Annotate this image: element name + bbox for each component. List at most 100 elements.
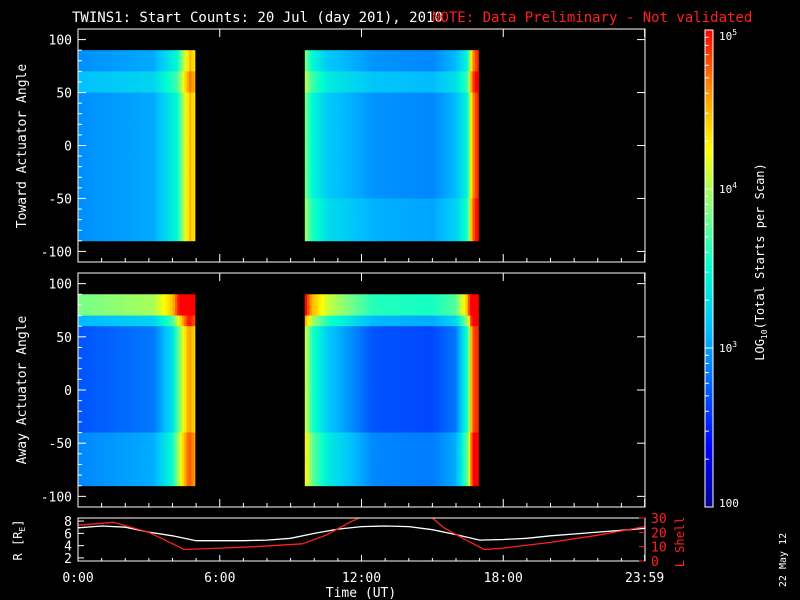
heatmap-cell [439, 92, 443, 104]
heatmap-cell [451, 432, 455, 444]
heatmap-cell [463, 358, 466, 370]
heatmap-cell [389, 347, 393, 359]
heatmap-cell [422, 81, 426, 93]
heatmap-cell [453, 294, 457, 306]
heatmap-cell [184, 113, 188, 125]
heatmap-cell [118, 358, 121, 370]
heatmap-cell [307, 315, 310, 327]
heatmap-cell [153, 177, 157, 189]
heatmap-cell [406, 432, 410, 444]
heatmap-cell [387, 81, 391, 93]
heatmap-cell [137, 71, 140, 83]
heatmap-cell [347, 81, 351, 93]
heatmap-cell [463, 92, 466, 104]
heatmap-cell [387, 432, 391, 444]
heatmap-cell [394, 50, 398, 62]
heatmap-cell [352, 315, 355, 327]
heatmap-cell [144, 81, 147, 93]
heatmap-cell [434, 294, 438, 306]
heatmap-cell [347, 379, 351, 391]
heatmap-cell [370, 166, 374, 178]
heatmap-cell [460, 219, 464, 231]
heatmap-cell [368, 177, 372, 189]
heatmap-cell [337, 187, 341, 199]
heatmap-cell [118, 177, 121, 189]
heatmap-cell [122, 304, 126, 316]
heatmap-cell [85, 187, 88, 199]
heatmap-cell [347, 187, 351, 199]
heatmap-cell [333, 453, 336, 465]
heatmap-cell [392, 219, 395, 231]
colorbar-tick-label: 105 [719, 28, 737, 43]
heatmap-cell [186, 379, 190, 391]
heatmap-cell [394, 368, 398, 380]
heatmap-cell [330, 60, 334, 72]
heatmap-cell [427, 209, 431, 221]
heatmap-cell [326, 81, 329, 93]
heatmap-cell [335, 336, 339, 348]
heatmap-cell [396, 294, 400, 306]
heatmap-cell [311, 219, 315, 231]
heatmap-cell [349, 379, 353, 391]
heatmap-cell [85, 198, 88, 210]
heatmap-cell [129, 230, 133, 242]
heatmap-cell [363, 294, 367, 306]
heatmap-cell [460, 81, 464, 93]
heatmap-cell [456, 230, 459, 242]
heatmap-cell [172, 145, 176, 157]
heatmap-cell [125, 379, 129, 391]
heatmap-cell [92, 475, 95, 487]
heatmap-cell [382, 400, 386, 412]
heatmap-cell [170, 103, 173, 115]
heatmap-cell [316, 50, 320, 62]
heatmap-cell [380, 219, 384, 231]
heatmap-cell [153, 198, 157, 210]
heatmap-cell [189, 411, 192, 423]
heatmap-cell [385, 294, 388, 306]
heatmap-cell [392, 336, 395, 348]
heatmap-cell [472, 411, 476, 423]
heatmap-cell [342, 379, 346, 391]
heatmap-cell [430, 294, 433, 306]
heatmap-cell [165, 50, 169, 62]
heatmap-cell [129, 187, 133, 199]
heatmap-cell [366, 145, 369, 157]
heatmap-cell [125, 50, 129, 62]
heatmap-cell [307, 50, 310, 62]
heatmap-cell [382, 219, 386, 231]
heatmap-cell [340, 304, 343, 316]
heatmap-cell [352, 368, 355, 380]
heatmap-cell [420, 304, 424, 316]
heatmap-cell [430, 453, 433, 465]
heatmap-cell [113, 379, 117, 391]
heatmap-cell [333, 443, 336, 455]
heatmap-cell [78, 336, 81, 348]
heatmap-cell [335, 326, 339, 338]
heatmap-cell [125, 92, 129, 104]
heatmap-cell [385, 81, 388, 93]
heatmap-cell [330, 50, 334, 62]
heatmap-cell [344, 92, 348, 104]
heatmap-cell [413, 177, 417, 189]
heatmap-cell [392, 294, 395, 306]
heatmap-cell [148, 475, 152, 487]
heatmap-cell [318, 71, 322, 83]
heatmap-cell [396, 464, 400, 476]
heatmap-cell [361, 475, 365, 487]
heatmap-cell [309, 134, 313, 146]
heatmap-cell [430, 443, 433, 455]
heatmap-cell [311, 134, 315, 146]
heatmap-cell [111, 134, 114, 146]
heatmap-cell [456, 315, 459, 327]
heatmap-cell [146, 368, 150, 380]
heatmap-cell [122, 464, 126, 476]
heatmap-cell [85, 421, 88, 433]
heatmap-cell [177, 50, 180, 62]
heatmap-cell [411, 230, 414, 242]
heatmap-cell [415, 294, 419, 306]
heatmap-cell [441, 432, 445, 444]
heatmap-cell [311, 400, 315, 412]
heatmap-cell [420, 358, 424, 370]
heatmap-cell [85, 358, 88, 370]
heatmap-cell [434, 411, 438, 423]
